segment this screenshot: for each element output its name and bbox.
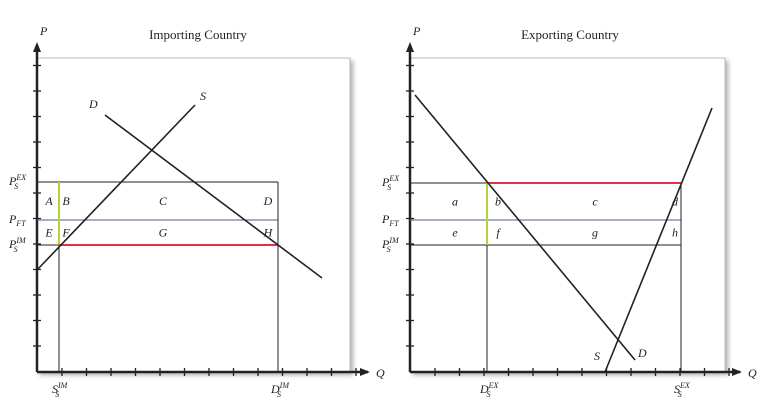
arrow — [406, 42, 414, 52]
curve-label: S — [200, 89, 206, 103]
area-label: G — [159, 226, 168, 240]
area-label: C — [159, 194, 168, 208]
area-label: A — [44, 194, 53, 208]
axis-label: PIM S — [381, 236, 400, 254]
axis-title: P — [39, 24, 48, 38]
arrow — [732, 368, 742, 376]
axis-title: Q — [748, 366, 757, 380]
axis-label: PIM S — [8, 236, 27, 254]
axis-title: Q — [376, 366, 385, 380]
panel — [409, 57, 726, 373]
axis-title: P — [412, 24, 421, 38]
arrow — [33, 42, 41, 52]
line — [604, 107, 713, 373]
label-base: S — [674, 382, 680, 396]
panel-title: Importing Country — [149, 27, 247, 42]
label-base: D — [270, 382, 280, 396]
label-sub: S — [387, 183, 391, 192]
label-sub: FT — [15, 219, 26, 228]
label-sup: EX — [488, 381, 500, 390]
label-sup: IM — [15, 236, 27, 245]
label-sub: S — [277, 390, 281, 399]
axis-label: DIM S — [270, 381, 290, 399]
area-label: d — [672, 195, 679, 209]
line — [104, 114, 323, 279]
label-sup: IM — [388, 236, 400, 245]
area-label: D — [263, 194, 273, 208]
curve-label: D — [88, 97, 98, 111]
label-base: P — [8, 174, 17, 188]
area-label: H — [263, 226, 274, 240]
axis-label: PEX S — [8, 173, 27, 191]
axis-label: SEX S — [674, 381, 691, 399]
label-base: D — [479, 382, 489, 396]
area-label: f — [496, 226, 501, 240]
area-label: B — [62, 194, 70, 208]
label-sup: EX — [15, 173, 27, 182]
line — [36, 104, 196, 271]
label-base: P — [381, 175, 390, 189]
label-sub: S — [387, 245, 391, 254]
area-label: e — [452, 226, 458, 240]
axis-label: SIM S — [52, 381, 69, 399]
panel — [36, 57, 351, 373]
axis-label: PEX S — [381, 174, 400, 192]
label-sub: S — [14, 245, 18, 254]
label-base: S — [52, 382, 58, 396]
label-sub: S — [14, 182, 18, 191]
arrow — [360, 368, 370, 376]
curve-label: S — [594, 349, 600, 363]
label-sub: FT — [388, 219, 399, 228]
label-base: P — [8, 212, 17, 226]
curve-label: D — [637, 346, 647, 360]
label-base: P — [8, 237, 17, 251]
axis-label: PFT — [8, 212, 26, 228]
label-sup: IM — [279, 381, 291, 390]
area-label: h — [672, 226, 678, 240]
area-label: a — [452, 195, 458, 209]
label-sup: IM — [57, 381, 69, 390]
label-sup: EX — [388, 174, 400, 183]
area-label: c — [592, 195, 598, 209]
area-label: b — [495, 195, 501, 209]
area-label: F — [61, 226, 70, 240]
label-sub: S — [55, 390, 59, 399]
axis-label: PFT — [381, 212, 399, 228]
label-sup: EX — [679, 381, 691, 390]
label-sub: S — [678, 390, 682, 399]
panel-title: Exporting Country — [521, 27, 619, 42]
axis-label: DEX S — [479, 381, 500, 399]
area-label: E — [44, 226, 53, 240]
label-sub: S — [486, 390, 490, 399]
label-base: P — [381, 212, 390, 226]
line — [414, 94, 636, 361]
area-label: g — [592, 226, 598, 240]
label-base: P — [381, 237, 390, 251]
